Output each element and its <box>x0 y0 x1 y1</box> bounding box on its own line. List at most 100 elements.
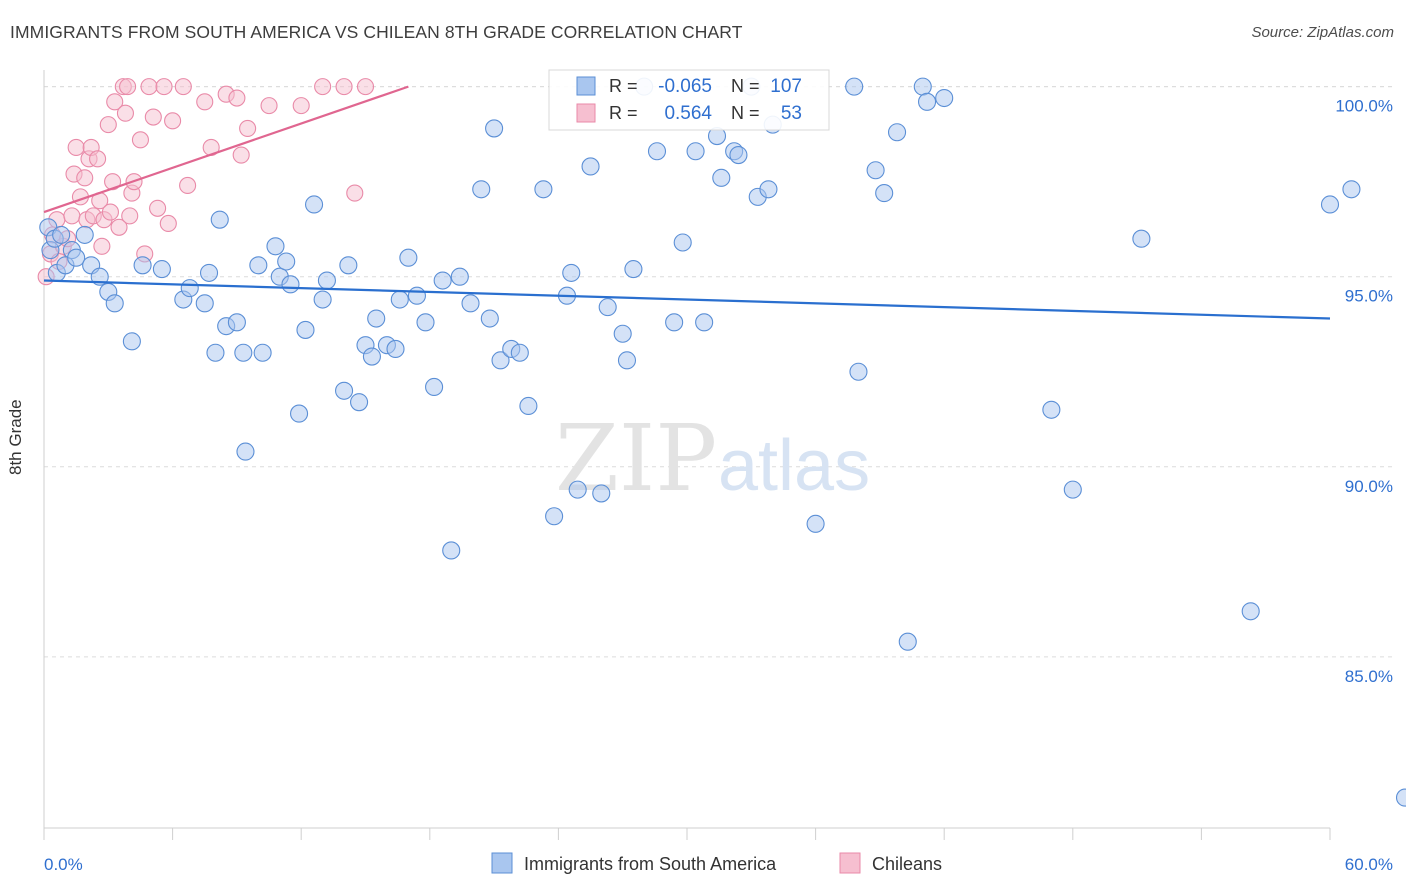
data-point <box>206 343 225 362</box>
data-point <box>195 294 214 313</box>
r-value: -0.065 <box>658 76 712 97</box>
data-point <box>356 78 375 96</box>
data-point <box>1063 480 1082 499</box>
data-point <box>105 294 124 313</box>
data-point <box>140 78 158 96</box>
data-point <box>425 377 444 397</box>
data-point <box>712 168 731 187</box>
data-point <box>450 267 469 286</box>
data-point <box>52 225 71 244</box>
data-point <box>227 313 246 332</box>
data-point <box>386 339 405 359</box>
data-point <box>898 632 917 651</box>
data-point <box>806 514 825 533</box>
legend-label-chileans: Chileans <box>872 854 942 874</box>
data-point <box>887 123 907 142</box>
data-point <box>260 97 278 115</box>
data-point <box>89 150 107 168</box>
data-point <box>110 218 128 236</box>
watermark-atlas: atlas <box>718 426 870 506</box>
data-point <box>399 248 418 267</box>
data-point <box>199 263 219 282</box>
data-point <box>99 116 117 134</box>
data-point <box>314 78 332 96</box>
y-tick-label: 100.0% <box>1335 97 1393 116</box>
data-point <box>93 237 111 255</box>
data-point <box>673 233 692 252</box>
axes: 85.0% 90.0% 95.0% 100.0% 0.0% 60.0% <box>43 70 1393 874</box>
data-point <box>180 279 199 298</box>
legend-swatch-immigrants <box>491 852 513 874</box>
data-point <box>362 347 381 366</box>
data-point <box>305 195 324 214</box>
n-value: 53 <box>781 103 802 124</box>
data-point <box>232 146 250 164</box>
data-point <box>152 260 171 279</box>
data-point <box>290 404 309 423</box>
data-point <box>665 313 684 332</box>
data-point <box>119 78 137 96</box>
data-point <box>253 343 272 362</box>
data-point <box>75 225 94 244</box>
data-point <box>1132 229 1151 248</box>
data-point <box>562 263 581 282</box>
data-point <box>568 480 587 499</box>
data-point <box>236 442 255 461</box>
data-point <box>76 169 94 187</box>
data-point <box>116 104 134 122</box>
data-point <box>313 290 332 309</box>
trend-lines <box>43 85 1331 320</box>
chart-title: IMMIGRANTS FROM SOUTH AMERICA VS CHILEAN… <box>10 22 743 42</box>
data-point <box>866 161 885 180</box>
data-point <box>581 157 600 176</box>
data-point <box>433 271 452 290</box>
data-point <box>485 119 504 138</box>
data-point <box>292 97 310 115</box>
data-point <box>491 351 510 370</box>
data-point <box>339 256 358 275</box>
y-tick-label: 95.0% <box>1345 287 1393 306</box>
data-point <box>416 313 435 332</box>
data-point <box>122 332 141 351</box>
data-point <box>335 78 353 96</box>
trend-line-chileans <box>43 85 409 214</box>
data-point <box>510 343 529 362</box>
data-point <box>249 256 268 275</box>
data-point <box>592 484 611 503</box>
stats-legend-frame <box>548 69 830 131</box>
data-point <box>144 108 162 126</box>
data-point <box>613 324 632 343</box>
data-point <box>239 119 257 137</box>
legend-swatch-chileans <box>839 852 861 874</box>
data-point <box>155 78 173 96</box>
data-point <box>266 237 285 256</box>
data-point <box>67 138 85 156</box>
data-point <box>317 271 336 290</box>
data-point <box>695 313 714 332</box>
data-point <box>1395 788 1406 807</box>
source-label: Source: ZipAtlas.com <box>1251 24 1394 41</box>
data-point <box>617 351 637 370</box>
data-point <box>106 93 124 111</box>
immigrants-points <box>39 77 1406 807</box>
data-point <box>228 89 246 107</box>
data-point <box>1042 400 1061 419</box>
data-point <box>390 290 409 309</box>
legend-swatch <box>576 76 596 96</box>
data-point <box>277 252 296 271</box>
data-point <box>442 541 461 560</box>
data-point <box>624 260 643 279</box>
data-point <box>480 309 499 328</box>
r-label: R = <box>609 76 638 96</box>
data-point <box>296 320 315 339</box>
data-point <box>472 180 491 199</box>
data-point <box>350 393 369 412</box>
data-point <box>104 173 122 191</box>
data-point <box>534 180 553 199</box>
data-point <box>131 131 149 149</box>
n-label: N = <box>731 76 760 96</box>
data-point <box>729 145 748 165</box>
data-point <box>407 286 426 305</box>
data-point <box>133 256 152 275</box>
